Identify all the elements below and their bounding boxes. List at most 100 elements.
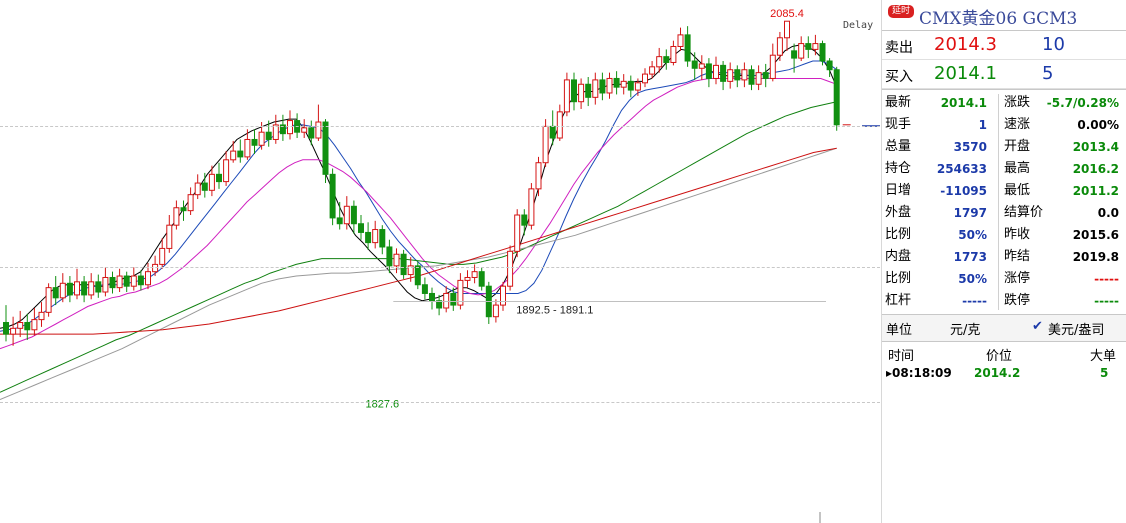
stat-label: 昨收 — [1004, 227, 1031, 242]
contract-title[interactable]: CMX黄金06 GCM3 — [919, 9, 1078, 29]
candle — [613, 71, 620, 95]
stat-label: 日增 — [885, 183, 912, 198]
candle — [223, 151, 230, 186]
ma-line-ma10 — [0, 60, 837, 332]
candle-body — [705, 63, 712, 79]
candle — [563, 72, 570, 117]
candle-body — [315, 121, 322, 139]
candle-body — [826, 60, 833, 71]
candle — [819, 40, 826, 66]
candle — [130, 267, 137, 291]
currency-option[interactable]: 美元/盎司 — [1048, 323, 1105, 338]
candle — [514, 209, 521, 258]
candle-body — [421, 284, 428, 294]
stat-value: 50% — [958, 228, 987, 242]
bid-volume: 5 — [1042, 63, 1054, 84]
candle — [457, 273, 464, 310]
stat-value: 0.00% — [1077, 118, 1119, 132]
stat-label: 比例 — [885, 227, 912, 242]
candle-body — [556, 111, 563, 139]
candle — [485, 281, 492, 324]
tick-price: 2014.2 — [974, 366, 1021, 380]
candle-body — [400, 253, 407, 276]
candle-body — [563, 79, 570, 113]
candle — [663, 49, 670, 70]
unit-value[interactable]: 元/克 — [950, 323, 981, 338]
ask-row: 卖出 2014.3 10 — [882, 31, 1126, 60]
candle — [755, 65, 762, 91]
candle — [237, 139, 244, 163]
candle — [88, 273, 95, 300]
stat-label: 开盘 — [1004, 139, 1031, 154]
candle — [592, 72, 599, 105]
stat-label: 外盘 — [885, 205, 912, 220]
candle — [315, 104, 322, 141]
chart-canvas[interactable]: 2085.4 1827.6 1892.5 - 1891.1 — [0, 0, 880, 523]
stat-value: 2011.2 — [1072, 184, 1119, 198]
quote-stats: 最新 2014.1 现手 1 总量 3570 持仓 254633 日增 -11095 外盘 1797 比… — [882, 89, 1126, 315]
candle-body — [52, 287, 59, 299]
ask-volume: 10 — [1042, 34, 1065, 55]
candle — [251, 129, 258, 154]
candle — [549, 110, 556, 146]
candle — [414, 261, 421, 290]
candle-body — [507, 250, 514, 287]
candle-body — [663, 56, 670, 63]
stat-right-5: 结算价 0.0 — [1004, 202, 1119, 224]
candle-body — [535, 162, 542, 190]
candle — [741, 62, 748, 88]
candle-body — [365, 231, 372, 244]
candle-body — [322, 121, 329, 175]
candle-body — [457, 279, 464, 306]
candle-body — [3, 322, 9, 335]
candle — [571, 72, 577, 111]
stat-left-4: 日增 -11095 — [885, 180, 995, 202]
candle-body — [223, 159, 230, 183]
candle — [336, 201, 343, 230]
candle — [31, 307, 38, 336]
candle-body — [528, 188, 535, 226]
candle — [329, 168, 336, 226]
candle — [528, 183, 535, 230]
candle-body — [31, 319, 38, 331]
stat-label: 现手 — [885, 117, 912, 132]
candle-body — [59, 282, 66, 299]
stat-label: 内盘 — [885, 249, 912, 264]
candle-body — [180, 207, 187, 212]
candle-body — [791, 50, 798, 59]
ask-label: 卖出 — [885, 40, 913, 56]
candle-body — [159, 247, 166, 265]
stat-right-7: 昨结 2019.8 — [1004, 246, 1119, 268]
candle — [265, 120, 272, 147]
candle — [727, 62, 734, 89]
candle-body — [301, 127, 308, 133]
candle — [492, 299, 499, 323]
candle — [152, 255, 159, 277]
candle — [38, 302, 45, 327]
candle — [159, 238, 166, 269]
candle-body — [798, 43, 805, 59]
candle-body — [66, 282, 73, 296]
candle-body — [613, 77, 620, 88]
candle — [272, 114, 279, 144]
stat-label: 结算价 — [1004, 205, 1044, 220]
candle — [45, 283, 52, 317]
candle — [507, 245, 514, 291]
candle — [24, 313, 31, 340]
grid-line — [0, 267, 880, 268]
candle — [279, 114, 286, 141]
candle — [308, 120, 315, 146]
candle-body — [244, 138, 251, 158]
price-annotation: 1892.5 - 1891.1 — [516, 304, 593, 316]
ticks-header: 时间 价位 大单 — [882, 342, 1126, 364]
candle-body — [279, 124, 286, 135]
tick-size: 5 — [1100, 366, 1109, 380]
candle — [166, 215, 173, 253]
tick-time: ▸08:18:09 — [886, 366, 952, 380]
candle-body — [407, 265, 414, 276]
candle-body — [642, 73, 648, 84]
grid-line — [0, 402, 880, 403]
candlestick-chart[interactable]: 2085.4 1827.6 1892.5 - 1891.1 Delay — [0, 0, 880, 523]
stat-value: 2016.2 — [1072, 162, 1119, 176]
candle-body — [443, 292, 450, 309]
